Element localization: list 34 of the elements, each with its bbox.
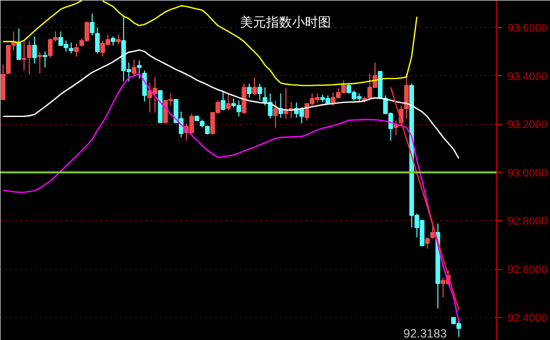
candlestick [226, 92, 231, 111]
candlestick [68, 42, 74, 54]
candlestick [252, 77, 257, 96]
y-tick-label: 92.6000 [508, 264, 548, 276]
candlestick [74, 42, 79, 58]
candlestick [136, 60, 142, 79]
candlestick [246, 83, 252, 98]
y-tick-label: 93.0000 [508, 167, 548, 180]
candlestick [37, 52, 42, 74]
y-tick-label: 93.6000 [508, 22, 548, 35]
candlestick [42, 50, 48, 68]
candlestick [404, 72, 409, 120]
y-tick-label: 92.8000 [508, 216, 548, 228]
candlestick [425, 236, 430, 249]
candlestick [116, 34, 121, 45]
candlestick [95, 27, 100, 54]
line-series [2, 73, 460, 322]
y-tick-label: 93.4000 [508, 70, 548, 83]
candlestick [142, 70, 147, 102]
annotation: 92.3183 [403, 326, 448, 340]
line-series [390, 86, 460, 310]
candlestick [273, 100, 278, 128]
candlestick [16, 28, 22, 60]
text: 美元指数小时图 [240, 14, 331, 30]
candlestick [32, 36, 37, 64]
candlestick [132, 58, 136, 76]
candlestick [220, 90, 226, 111]
candlestick [257, 83, 262, 101]
line-series [2, 49, 460, 160]
candlestick [26, 40, 32, 75]
candlestick [90, 13, 94, 36]
y-tick-label: 92.4000 [508, 312, 548, 324]
candlestick [22, 40, 26, 72]
y-tick-label: 93.2000 [508, 119, 548, 132]
